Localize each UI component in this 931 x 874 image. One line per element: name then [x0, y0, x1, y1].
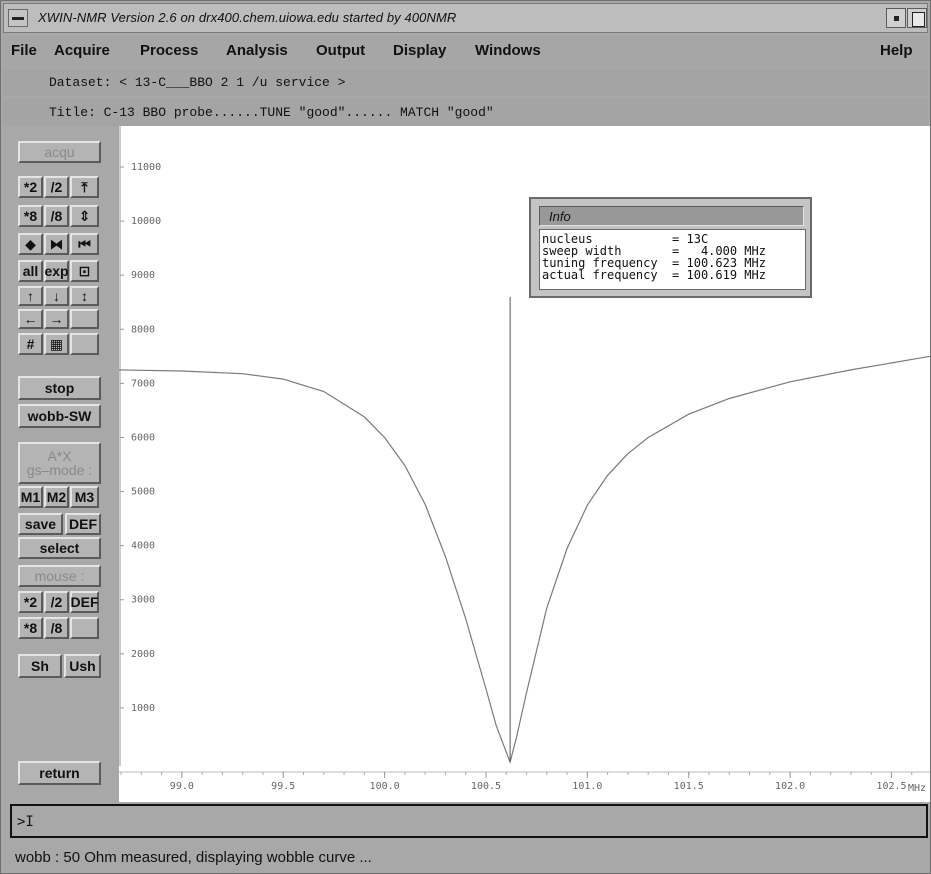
spectrum-title-text: Title: C-13 BBO probe......TUNE "good"..… — [49, 105, 494, 120]
x-tick-label: 100.5 — [471, 781, 501, 792]
status-bar: wobb : 50 Ohm measured, displaying wobbl… — [3, 843, 928, 871]
wobble-curve-chart: 1000 2000 3000 4000 5000 6000 7000 8000 9000 1000… — [119, 126, 930, 794]
grid-icon[interactable]: # — [18, 333, 43, 355]
shift-right-icon[interactable]: → — [44, 309, 69, 329]
maximize-button[interactable] — [907, 8, 927, 28]
shift-up-icon[interactable]: ↑ — [18, 286, 43, 306]
wobb-sw-button[interactable]: wobb-SW — [18, 404, 101, 428]
m3-button[interactable]: M3 — [70, 486, 99, 508]
info-line-sweep-width: sweep width = 4.000 MHz — [542, 244, 766, 258]
info-popup-title: Info — [549, 209, 571, 224]
x-tick-label: 101.5 — [674, 781, 704, 792]
menu-display[interactable]: Display — [393, 42, 447, 59]
gs-mode-label: gs–mode : — [26, 462, 93, 478]
y-tick-label: 8000 — [131, 324, 155, 335]
region-icon[interactable]: ⊡ — [70, 260, 99, 282]
zoom-half-button[interactable]: /2 — [44, 176, 69, 198]
mouse-label: mouse : — [18, 565, 101, 587]
mouse-zoom-x2-button[interactable]: *2 — [18, 591, 43, 613]
mouse-def-button[interactable]: DEF — [70, 591, 99, 613]
menu-process[interactable]: Process — [140, 42, 199, 59]
show-all-button[interactable]: all — [18, 260, 43, 282]
expand-button[interactable]: exp — [44, 260, 69, 282]
dataset-text: Dataset: < 13-C___BBO 2 1 /u service > — [49, 75, 346, 90]
info-line-tuning-frequency: tuning frequency = 100.623 MHz — [542, 256, 766, 270]
info-popup-body: nucleus = 13C sweep width = 4.000 MHz tu… — [539, 229, 806, 290]
mouse-blank-button[interactable] — [70, 617, 99, 639]
y-tick-label: 4000 — [131, 541, 155, 552]
ush-button[interactable]: Ush — [64, 654, 101, 678]
y-tick-label: 2000 — [131, 649, 155, 660]
save-button[interactable]: save — [18, 513, 63, 535]
y-tick-label: 9000 — [131, 270, 155, 281]
menu-analysis[interactable]: Analysis — [226, 42, 288, 59]
y-tick-label: 7000 — [131, 378, 155, 389]
shift-updown-icon[interactable]: ↕ — [70, 286, 99, 306]
fine-grid-icon[interactable]: ▦ — [44, 333, 69, 355]
stop-button[interactable]: stop — [18, 376, 101, 400]
button-panel: acqu *2 /2 ⤒ *8 /8 ⇕ ◆ ⧓ ⏮ all exp ⊡ ↑ ↓… — [3, 126, 118, 801]
blank-button-1[interactable] — [70, 309, 99, 329]
y-tick-label: 1000 — [131, 703, 155, 714]
mouse-zoom-half-button[interactable]: /2 — [44, 591, 69, 613]
ax-label: A*X — [47, 448, 72, 464]
info-line-actual-frequency: actual frequency = 100.619 MHz — [542, 268, 766, 282]
x-tick-label: 102.5 — [876, 781, 906, 792]
y-tick-label: 10000 — [131, 216, 161, 227]
menu-output[interactable]: Output — [316, 42, 366, 59]
y-tick-label: 5000 — [131, 487, 155, 498]
ax-gs-mode-button[interactable]: A*X gs–mode : — [18, 442, 101, 484]
mouse-zoom-x8-button[interactable]: *8 — [18, 617, 43, 639]
zoom-eighth-button[interactable]: /8 — [44, 205, 69, 227]
minimize-button[interactable] — [886, 8, 906, 28]
x-axis-unit-label: MHz — [908, 783, 926, 794]
x-tick-label: 99.5 — [271, 781, 295, 792]
shift-left-icon[interactable]: ← — [18, 309, 43, 329]
x-tick-label: 102.0 — [775, 781, 805, 792]
info-popup[interactable]: Info nucleus = 13C sweep width = 4.000 M… — [529, 197, 812, 298]
wobble-curve-line — [119, 355, 930, 764]
return-button[interactable]: return — [18, 761, 101, 785]
zoom-x8-button[interactable]: *8 — [18, 205, 43, 227]
spectrum-title-line: Title: C-13 BBO probe......TUNE "good"..… — [3, 99, 928, 126]
command-input[interactable]: >I — [10, 804, 928, 838]
status-text: wobb : 50 Ohm measured, displaying wobbl… — [15, 849, 372, 866]
info-popup-header[interactable]: Info — [539, 206, 804, 226]
x-tick-label: 99.0 — [170, 781, 194, 792]
menu-help[interactable]: Help — [880, 42, 913, 59]
command-prompt: >I — [17, 814, 34, 830]
full-width-icon[interactable]: ⏮ — [70, 233, 99, 255]
expand-horizontal-icon[interactable]: ◆ — [18, 233, 43, 255]
menu-bar: File Acquire Process Analysis Output Dis… — [3, 35, 928, 65]
scale-updown-icon[interactable]: ⇕ — [70, 205, 99, 227]
mouse-zoom-eighth-button[interactable]: /8 — [44, 617, 69, 639]
m2-button[interactable]: M2 — [44, 486, 69, 508]
menu-acquire[interactable]: Acquire — [54, 42, 110, 59]
m1-button[interactable]: M1 — [18, 486, 43, 508]
compress-horizontal-icon[interactable]: ⧓ — [44, 233, 69, 255]
menu-windows[interactable]: Windows — [475, 42, 541, 59]
zoom-x2-button[interactable]: *2 — [18, 176, 43, 198]
window-title: XWIN-NMR Version 2.6 on drx400.chem.uiow… — [38, 10, 457, 25]
y-tick-label: 6000 — [131, 432, 155, 443]
menu-file[interactable]: File — [11, 42, 37, 59]
info-line-nucleus: nucleus = 13C — [542, 232, 709, 246]
acqu-button[interactable]: acqu — [18, 141, 101, 163]
x-tick-label: 100.0 — [370, 781, 400, 792]
scale-top-icon[interactable]: ⤒ — [70, 176, 99, 198]
def-button[interactable]: DEF — [65, 513, 101, 535]
dataset-line: Dataset: < 13-C___BBO 2 1 /u service > — [3, 69, 928, 96]
y-tick-label: 3000 — [131, 595, 155, 606]
blank-button-2[interactable] — [70, 333, 99, 355]
sh-button[interactable]: Sh — [18, 654, 62, 678]
shift-down-icon[interactable]: ↓ — [44, 286, 69, 306]
title-bar[interactable]: XWIN-NMR Version 2.6 on drx400.chem.uiow… — [3, 3, 928, 33]
window-menu-icon[interactable] — [8, 9, 28, 27]
y-tick-label: 11000 — [131, 162, 161, 173]
select-button[interactable]: select — [18, 537, 101, 559]
x-tick-label: 101.0 — [572, 781, 602, 792]
